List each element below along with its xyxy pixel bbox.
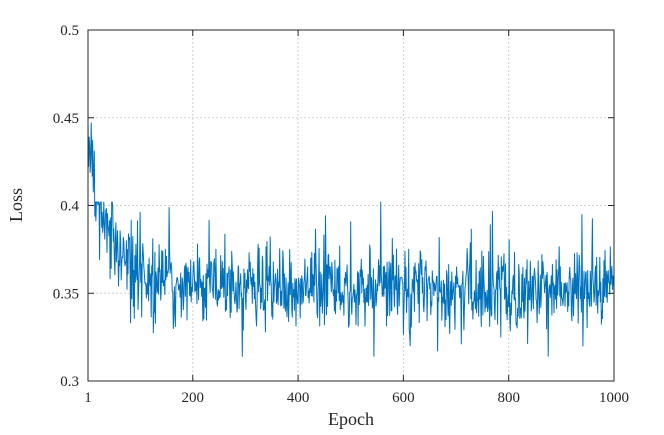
- x-tick-label: 400: [287, 390, 310, 406]
- y-axis-label: Loss: [6, 188, 26, 222]
- y-tick-label: 0.3: [60, 374, 79, 390]
- grid-lines: [87, 29, 615, 382]
- y-tick-label: 0.5: [60, 23, 79, 39]
- y-tick-label: 0.4: [60, 199, 79, 215]
- y-tick-label: 0.35: [53, 286, 79, 302]
- x-axis-label: Epoch: [328, 409, 374, 429]
- series-layer: [87, 122, 615, 357]
- x-tick-label: 1: [84, 390, 92, 406]
- loss-line-series: [87, 122, 615, 357]
- y-tick-label: 0.45: [53, 111, 79, 127]
- tick-labels: 1 200 400 600 800 1000 0.3 0.35 0.4 0.45 0.5: [53, 23, 629, 406]
- x-tick-label: 200: [182, 390, 205, 406]
- x-tick-label: 800: [497, 390, 520, 406]
- x-tick-label: 1000: [599, 390, 629, 406]
- axes-layer: [87, 29, 615, 382]
- axes-box: [87, 29, 615, 382]
- x-tick-label: 600: [392, 390, 415, 406]
